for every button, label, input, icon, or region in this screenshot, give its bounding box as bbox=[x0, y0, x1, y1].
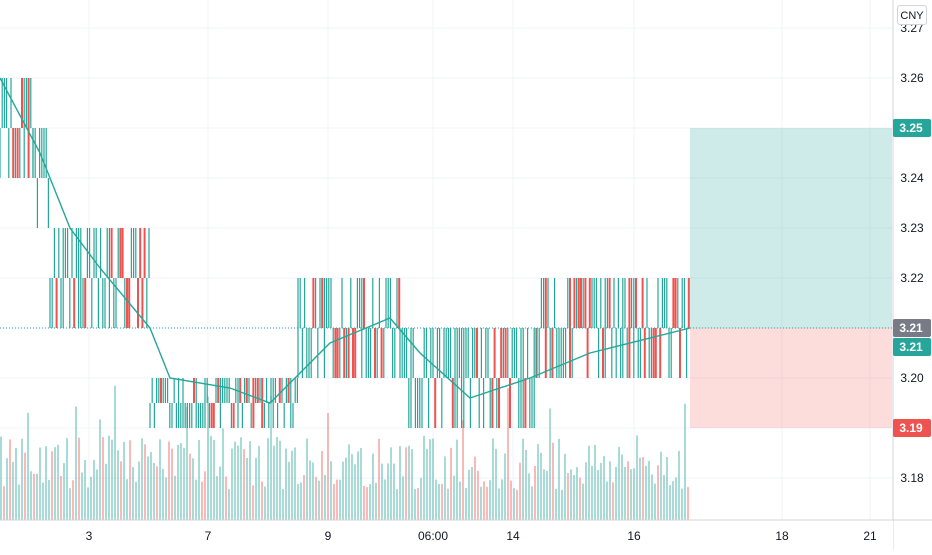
x-tick-label: 16 bbox=[627, 529, 641, 543]
price-labels: 3.25 3.21 3.21 3.19 bbox=[893, 119, 931, 437]
y-axis[interactable]: 3.273.263.253.243.233.223.213.203.193.18 bbox=[892, 0, 932, 550]
x-axis[interactable]: 3 7 9 06:00 14 16 18 21 bbox=[0, 519, 932, 550]
x-tick-label: 21 bbox=[863, 529, 877, 543]
price-label: 3.21 bbox=[899, 340, 923, 354]
price-bars bbox=[0, 78, 690, 428]
price-label-bg bbox=[893, 419, 931, 437]
ma-line bbox=[0, 77, 691, 404]
y-tick-label: 3.20 bbox=[900, 371, 924, 385]
x-tick-label: 7 bbox=[205, 529, 212, 543]
y-tick-label: 3.18 bbox=[900, 471, 924, 485]
price-label-bg bbox=[893, 119, 931, 137]
volume-bars bbox=[0, 385, 689, 520]
price-label-bg bbox=[893, 338, 931, 356]
x-tick-label: 9 bbox=[325, 529, 332, 543]
x-tick-label: 06:00 bbox=[418, 529, 448, 543]
price-label: 3.21 bbox=[899, 321, 923, 335]
price-label: 3.19 bbox=[899, 421, 923, 435]
x-axis-bg bbox=[0, 520, 893, 550]
moving-average bbox=[0, 77, 691, 404]
x-tick-label: 18 bbox=[775, 529, 789, 543]
x-tick-label: 3 bbox=[86, 529, 93, 543]
y-tick-label: 3.26 bbox=[900, 71, 924, 85]
currency-button[interactable]: CNY bbox=[897, 5, 927, 25]
profit-zone bbox=[690, 128, 892, 328]
price-label-bg bbox=[893, 319, 931, 337]
position-tool[interactable] bbox=[690, 128, 892, 428]
loss-zone bbox=[690, 328, 892, 428]
y-axis-bg bbox=[893, 0, 932, 550]
price-label: 3.25 bbox=[899, 121, 923, 135]
y-tick-label: 3.22 bbox=[900, 271, 924, 285]
y-tick-label: 3.24 bbox=[900, 171, 924, 185]
x-tick-label: 14 bbox=[506, 529, 520, 543]
y-tick-label: 3.23 bbox=[900, 221, 924, 235]
